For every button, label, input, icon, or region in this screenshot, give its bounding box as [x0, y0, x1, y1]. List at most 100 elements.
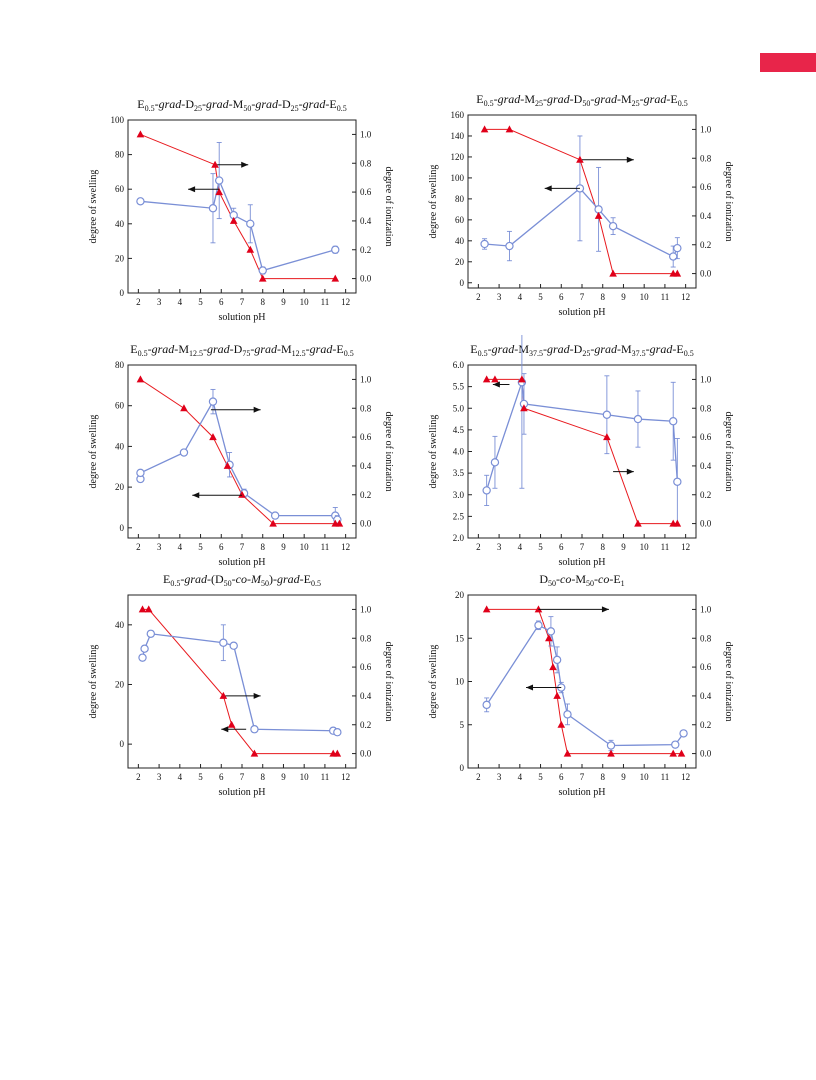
chart-title-part: D [185, 97, 194, 111]
y-tick-label: 2.5 [453, 511, 465, 521]
x-tick-label: 10 [640, 542, 650, 552]
page-accent-tab [760, 53, 816, 72]
y-tick-label: 80 [115, 360, 125, 370]
chart-title-part: -co- [556, 572, 575, 586]
y-tick-label: 20 [455, 257, 465, 267]
x-axis-label: solution pH [219, 312, 266, 323]
swelling-series-line [139, 399, 338, 520]
x-tick-label: 12 [681, 542, 690, 552]
y-tick-label: 80 [115, 150, 125, 160]
chart-title-part: M [281, 342, 292, 356]
y-axis-label: degree of swelling [428, 645, 439, 719]
x-tick-label: 3 [157, 542, 162, 552]
y-tick-label: 5.0 [453, 403, 465, 413]
chart-title-part: E [163, 572, 170, 586]
ionization-point [549, 663, 557, 671]
chart-panel-6: D50-co-M50-co-E12 3 4 5 6 7 8 9 10 11 12051015200.… [428, 572, 734, 798]
chart-title-part: -grad- [202, 97, 233, 111]
y2-tick-label: 0.8 [360, 158, 372, 168]
chart-title-part: E [613, 572, 620, 586]
x-tick-label: 4 [178, 542, 183, 552]
swelling-point [482, 486, 491, 495]
chart-title: D50-co-M50-co-E1 [539, 572, 624, 588]
chart-title-part: E [676, 342, 683, 356]
x-tick-label: 6 [219, 542, 224, 552]
chart-title-part: -grad- [299, 97, 330, 111]
chart-title-part: 0.5 [484, 99, 494, 108]
swelling-point [214, 176, 224, 185]
chart-title: E0.5-grad-D25-grad-M50-grad-D25-grad-E0.… [137, 97, 346, 113]
x-tick-label: 10 [640, 772, 650, 782]
swelling-series-line [486, 382, 678, 491]
y2-tick-label: 1.0 [700, 124, 712, 134]
chart-panel-2: E0.5-grad-M25-grad-D50-grad-M25-grad-E0.… [428, 92, 734, 318]
chart-title-part: E [470, 342, 477, 356]
ionization-series-line [142, 608, 338, 755]
y-axis-label: degree of swelling [428, 165, 439, 239]
swelling-point [671, 740, 680, 749]
swelling-point [594, 205, 603, 214]
x-tick-label: 7 [580, 542, 585, 552]
y-tick-label: 6.0 [453, 360, 465, 370]
chart-title-part: -grad- [148, 342, 179, 356]
y-tick-label: 0 [460, 763, 465, 773]
y2-tick-label: 1.0 [360, 129, 372, 139]
chart-title-part: 0.5 [145, 104, 155, 113]
chart-title: E0.5-grad-M12.5-grad-D75-grad-M12.5-grad… [130, 342, 353, 358]
x-tick-label: 11 [321, 542, 330, 552]
x-tick-label: 6 [559, 772, 564, 782]
chart-title-part: E [137, 97, 144, 111]
chart-title-part: -grad- [646, 342, 677, 356]
x-tick-label: 5 [198, 772, 203, 782]
x-axis-label: solution pH [559, 557, 606, 568]
ionization-point [144, 605, 153, 613]
swelling-point [606, 741, 616, 750]
x-tick-label: 7 [240, 297, 245, 307]
y2-tick-label: 0.2 [360, 490, 371, 500]
swelling-point [668, 417, 678, 426]
y2-tick-label: 0.0 [700, 269, 712, 279]
ionization-point [136, 130, 145, 138]
ionization-point [333, 749, 342, 757]
x-tick-label: 5 [198, 542, 203, 552]
ionization-point [215, 188, 223, 196]
y-tick-label: 4.0 [453, 447, 465, 457]
y2-tick-label: 0.4 [700, 211, 712, 221]
chart-title-part: 50 [586, 579, 594, 588]
y2-tick-label: 0.4 [360, 461, 372, 471]
ionization-point [480, 125, 489, 133]
chart-title-part: 0.5 [138, 349, 148, 358]
chart-title-part: 0.5 [678, 99, 688, 108]
y2-tick-label: 0.6 [360, 187, 372, 197]
y-tick-label: 20 [455, 590, 465, 600]
axis-indicator-arrow-head [241, 161, 249, 168]
swelling-point [136, 468, 145, 478]
x-tick-label: 5 [538, 292, 543, 302]
swelling-point [480, 239, 489, 249]
ionization-point [609, 269, 617, 277]
ionization-point [545, 634, 553, 642]
y2-tick-label: 0.6 [700, 182, 712, 192]
x-tick-label: 2 [136, 297, 141, 307]
swelling-point [673, 243, 682, 253]
y-tick-label: 120 [451, 152, 465, 162]
y-tick-label: 100 [111, 115, 125, 125]
ionization-point [238, 490, 246, 498]
axis-indicator-arrow-head [253, 406, 261, 413]
chart-title-part: 12.5 [189, 349, 203, 358]
ionization-series-line [140, 378, 340, 525]
x-tick-label: 6 [219, 297, 224, 307]
swelling-point [602, 410, 612, 419]
chart-title-part: 0.5 [311, 579, 321, 588]
swelling-point [563, 710, 572, 719]
y2-tick-label: 0.0 [360, 519, 372, 529]
swelling-point [679, 729, 688, 738]
y-tick-label: 40 [455, 236, 465, 246]
ionization-point [634, 519, 642, 527]
x-tick-label: 8 [260, 542, 265, 552]
y2-tick-label: 1.0 [700, 374, 712, 384]
ionization-point [229, 216, 238, 224]
ionization-point [563, 749, 572, 757]
y2-tick-label: 0.6 [360, 432, 372, 442]
swelling-point [146, 629, 156, 638]
